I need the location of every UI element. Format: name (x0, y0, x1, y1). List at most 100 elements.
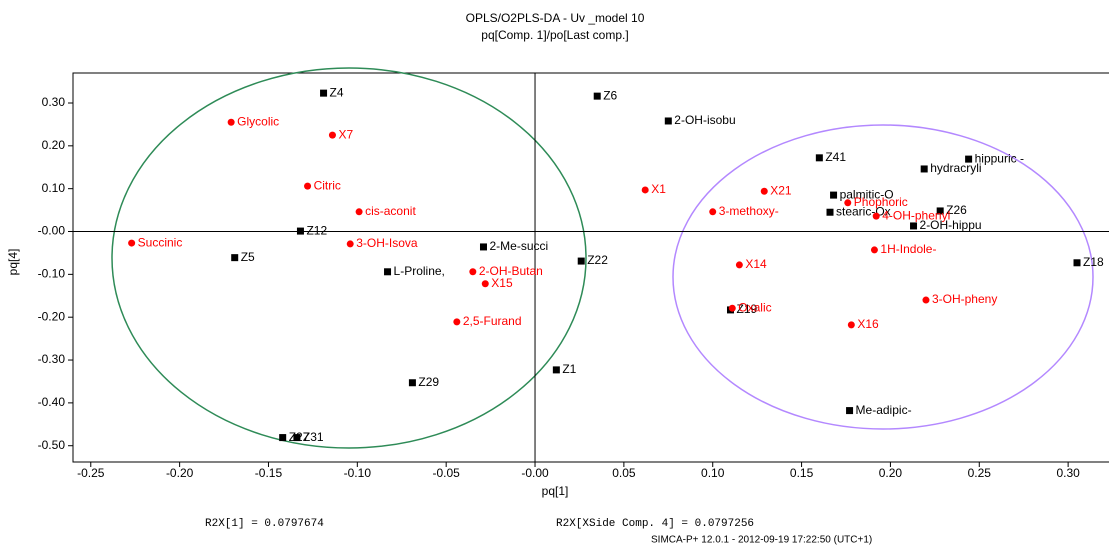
point-label: Glycolic (237, 114, 279, 128)
point-label: palmitic-O (840, 187, 894, 201)
point-label: Z12 (306, 223, 327, 237)
group-ellipse (111, 67, 587, 449)
point (408, 379, 416, 387)
x-tick-label: 0.10 (701, 466, 725, 480)
point (481, 280, 489, 288)
point-label: 1H-Indole- (880, 242, 936, 256)
point-label: 4-OH-phenyl (882, 208, 950, 222)
point (920, 165, 928, 173)
point (279, 434, 287, 442)
y-tick-label: -0.40 (38, 395, 66, 409)
point-label: Me-adipic- (856, 403, 912, 417)
point (453, 318, 461, 326)
point-label: X7 (338, 127, 353, 141)
point-label: cis-aconit (365, 204, 416, 218)
footnote: R2X[XSide Comp. 4] = 0.0797256 (556, 518, 754, 530)
chart-subtitle: pq[Comp. 1]/po[Last comp.] (481, 28, 628, 42)
point (293, 434, 301, 442)
x-tick-label: 0.05 (612, 466, 636, 480)
point (355, 208, 363, 216)
x-tick-label: -0.05 (432, 466, 460, 480)
point-label: 2-OH-hippu (920, 218, 982, 232)
point-label: 2,5-Furand (463, 314, 522, 328)
point (728, 304, 736, 312)
point (870, 246, 878, 254)
point (577, 257, 585, 265)
point (346, 240, 354, 248)
point (826, 208, 834, 216)
point (227, 118, 235, 126)
point (479, 243, 487, 251)
y-tick-label: -0.00 (38, 224, 66, 238)
plot-frame (72, 72, 1109, 463)
point-label: Z6 (603, 88, 617, 102)
y-tick-label: 0.20 (42, 138, 66, 152)
x-tick-label: 0.30 (1056, 466, 1080, 480)
point-label: Z41 (825, 150, 846, 164)
y-tick-label: -0.10 (38, 267, 66, 281)
point-label: hippuric - (975, 151, 1024, 165)
x-tick-label: -0.10 (344, 466, 372, 480)
point (128, 239, 136, 247)
point-label: Z19 (736, 302, 757, 316)
y-tick-label: 0.10 (42, 181, 66, 195)
point (922, 296, 930, 304)
point-label: X16 (857, 317, 879, 331)
point-label: X1 (651, 182, 666, 196)
point (709, 208, 717, 216)
point (304, 182, 312, 190)
point-label: X14 (745, 257, 767, 271)
point-label: 2-Me-succi (489, 239, 548, 253)
point-label: Z4 (330, 85, 344, 99)
point (328, 131, 336, 139)
point (846, 407, 854, 415)
point (664, 117, 672, 125)
y-tick-label: -0.20 (38, 309, 66, 323)
point-label: Z1 (562, 362, 576, 376)
point (830, 191, 838, 199)
point-label: 2-OH-Butan (479, 264, 543, 278)
point (735, 261, 743, 269)
point (910, 222, 918, 230)
x-tick-label: 0.15 (790, 466, 814, 480)
point (469, 268, 477, 276)
x-tick-label: -0.00 (521, 466, 549, 480)
point-label: Z26 (946, 203, 967, 217)
point (296, 227, 304, 235)
x-tick-label: -0.20 (166, 466, 194, 480)
point (384, 268, 392, 276)
group-ellipse (672, 124, 1094, 430)
x-tick-label: -0.15 (255, 466, 283, 480)
point (815, 154, 823, 162)
point (760, 187, 768, 195)
point-label: X15 (491, 276, 513, 290)
point-label: 3-OH-pheny (932, 292, 997, 306)
x-axis-label: pq[1] (542, 484, 569, 498)
x-tick-label: 0.25 (968, 466, 992, 480)
point-label: Succinic (138, 235, 183, 249)
point-label: L-Proline, (394, 264, 445, 278)
x-tick-label: 0.20 (879, 466, 903, 480)
point-label: Z18 (1083, 255, 1104, 269)
y-tick-label: -0.50 (38, 438, 66, 452)
point (847, 321, 855, 329)
point (552, 366, 560, 374)
point-label: 2-OH-isobu (674, 113, 735, 127)
point (641, 186, 649, 194)
point-label: Z5 (241, 250, 255, 264)
point (320, 89, 328, 97)
x-tick-label: -0.25 (77, 466, 105, 480)
footnote: SIMCA-P+ 12.0.1 - 2012-09-19 17:22:50 (U… (651, 535, 872, 546)
point-label: 3-methoxy- (719, 204, 779, 218)
point-label: hydracryli (930, 161, 981, 175)
point (1073, 259, 1081, 267)
y-tick-label: -0.30 (38, 352, 66, 366)
point (231, 254, 239, 262)
point (872, 212, 880, 220)
y-axis-label: pq[4] (6, 249, 20, 276)
point-label: Z22 (587, 253, 608, 267)
point-label: 3-OH-Isova (356, 236, 418, 250)
point-label: Phophoric (854, 195, 908, 209)
